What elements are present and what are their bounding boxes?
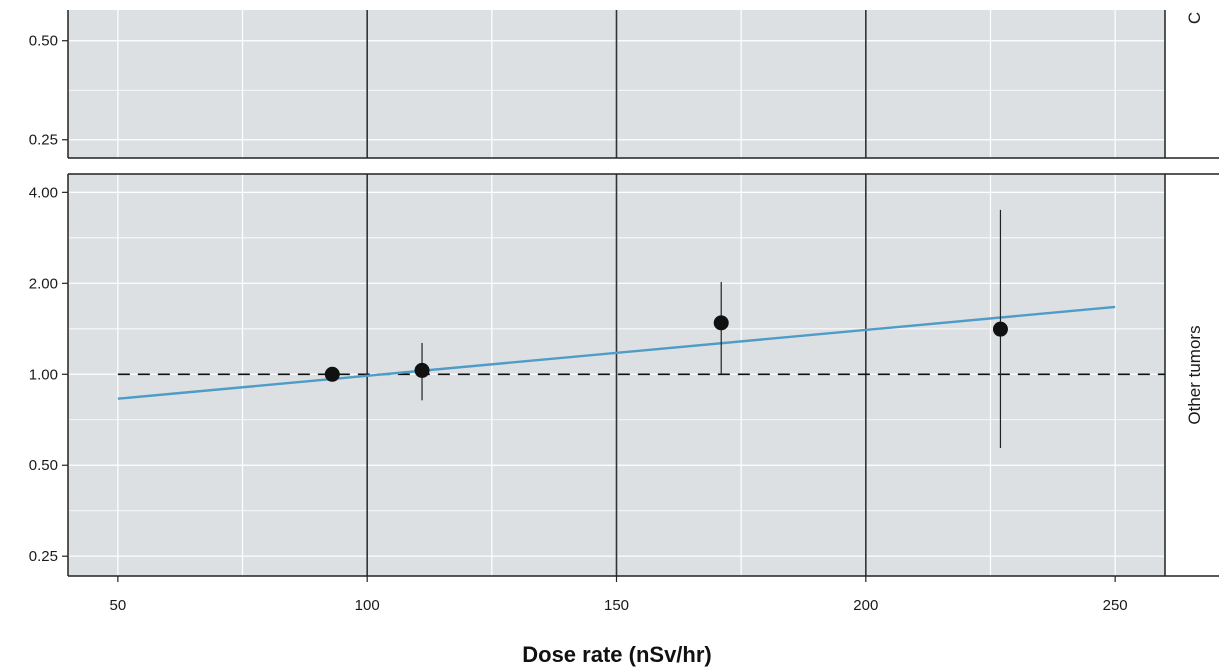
x-tick-label: 150 — [604, 597, 629, 614]
y-tick-label: 0.50 — [29, 457, 58, 474]
y-tick-label: 0.25 — [29, 132, 58, 149]
panel-1: 0.25 0.50 C — [29, 10, 1219, 159]
panel-strip-label: C — [1185, 12, 1204, 24]
chart-plot-layer: 0.25 0.50 C 0.25 0.50 1.00 2.00 4.00 Other tumor… — [29, 10, 1219, 614]
x-tick-label: 200 — [853, 597, 878, 614]
y-tick-label: 2.00 — [29, 275, 58, 292]
y-tick-label: 0.25 — [29, 548, 58, 565]
data-point — [713, 315, 729, 331]
y-tick-label: 1.00 — [29, 366, 58, 383]
data-point — [992, 321, 1008, 337]
fit-line — [117, 305, 1116, 400]
x-tick-label: 250 — [1103, 597, 1128, 614]
x-tick-label: 100 — [355, 597, 380, 614]
data-point — [324, 366, 340, 382]
x-tick-label: 50 — [110, 597, 127, 614]
panel-2: 0.25 0.50 1.00 2.00 4.00 Other tumors — [29, 173, 1219, 577]
panel-strip-label: Other tumors — [1185, 325, 1204, 424]
data-point — [414, 362, 430, 378]
y-tick-label: 4.00 — [29, 184, 58, 201]
x-axis-title: Dose rate (nSv/hr) — [522, 642, 712, 667]
y-tick-label: 0.50 — [29, 33, 58, 50]
